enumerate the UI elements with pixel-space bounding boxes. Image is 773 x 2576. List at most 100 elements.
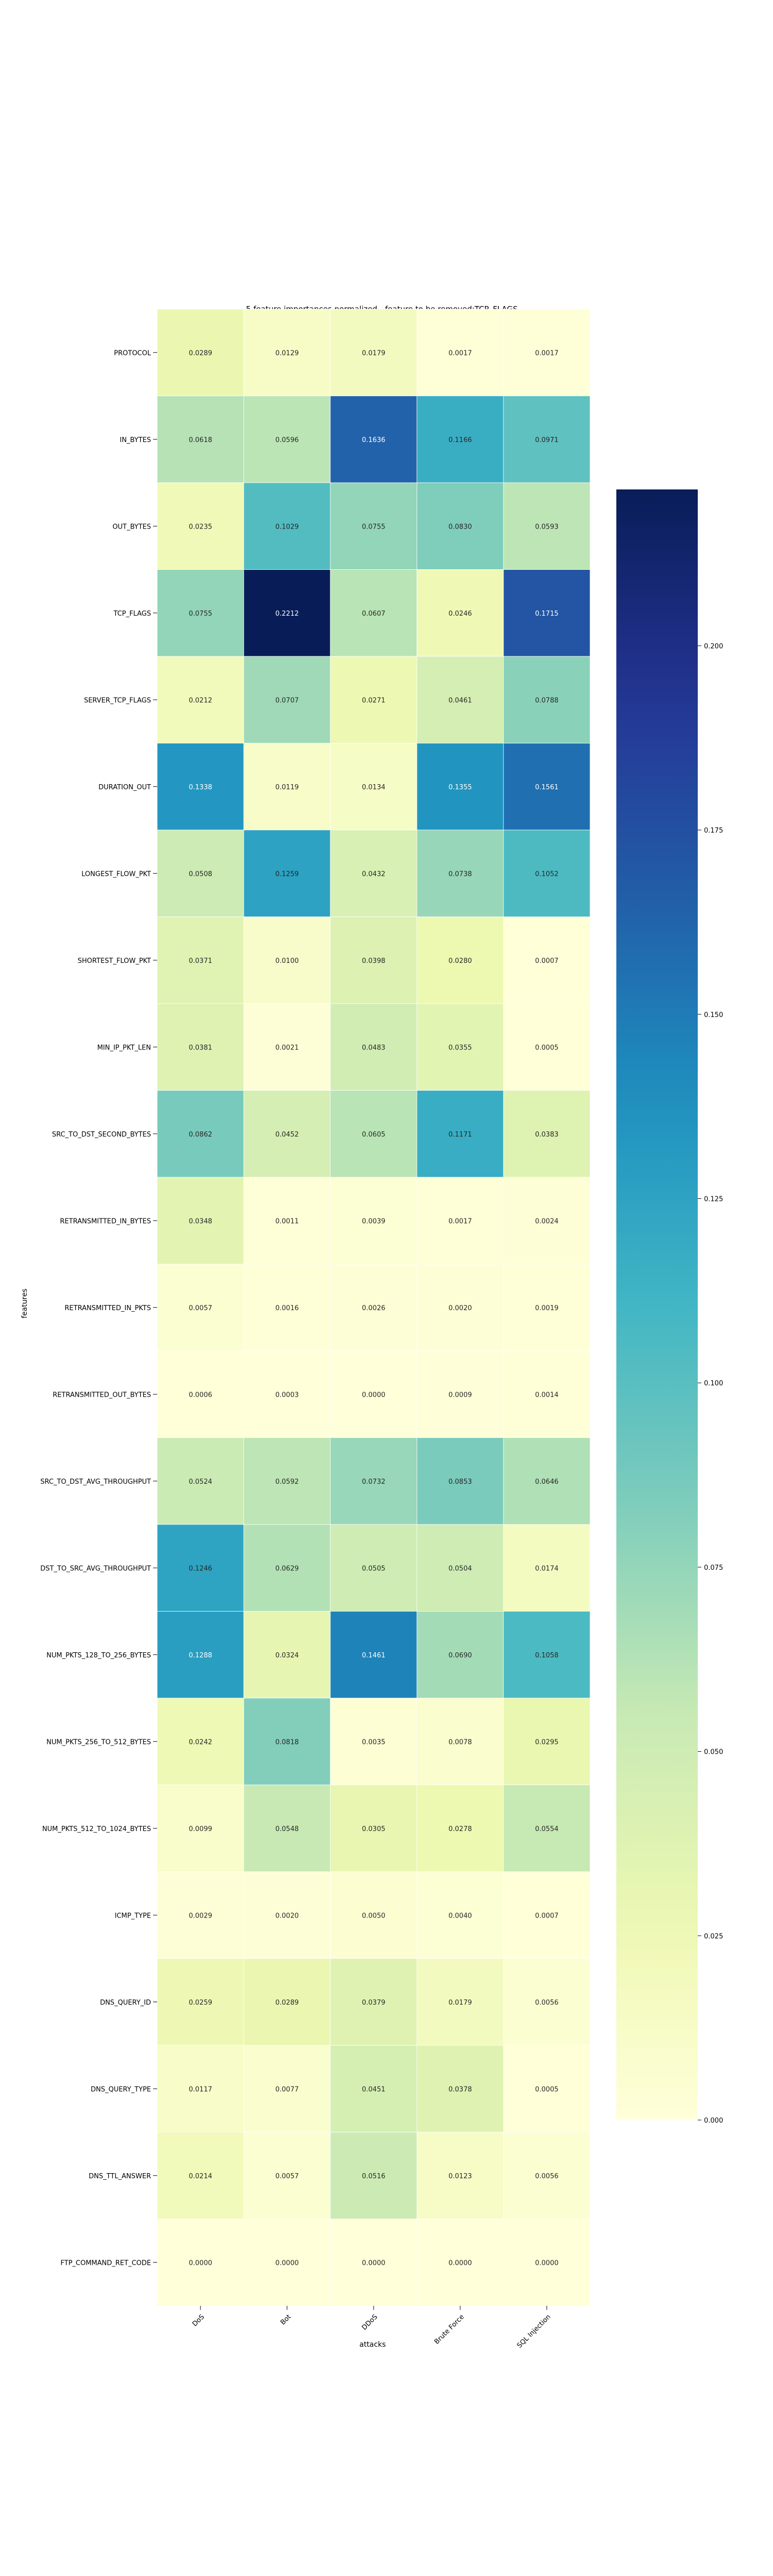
cell-value-label: 0.0289 <box>189 349 212 357</box>
cell-value-label: 0.0381 <box>189 1044 212 1052</box>
cell-value-label: 0.0732 <box>362 1478 385 1486</box>
heatmap-cell <box>416 1871 504 1959</box>
row-label: DNS_TTL_ANSWER <box>89 2173 151 2180</box>
cell-value-label: 0.0646 <box>535 1478 559 1486</box>
cell-value-label: 0.0593 <box>535 523 559 531</box>
heatmap-cell <box>416 1350 504 1438</box>
heatmap-cell <box>157 917 244 1004</box>
x-axis-label: attacks <box>359 2341 385 2349</box>
heatmap-cell <box>157 2218 244 2306</box>
cell-value-label: 0.0029 <box>189 1912 212 1920</box>
heatmap-cell <box>243 1958 331 2046</box>
cell-value-label: 0.0295 <box>535 1738 559 1746</box>
cell-value-label: 0.0607 <box>362 610 385 618</box>
row-label: RETRANSMITTED_IN_BYTES <box>60 1217 151 1225</box>
cell-value-label: 0.0005 <box>535 2086 559 2093</box>
row-label: NUM_PKTS_512_TO_1024_BYTES <box>42 1825 151 1833</box>
cell-value-label: 0.0629 <box>275 1565 299 1572</box>
column-label: SQL Injection <box>516 2313 552 2350</box>
cell-value-label: 0.0690 <box>448 1652 472 1659</box>
heatmap-cell <box>330 917 417 1004</box>
cell-value-label: 0.0174 <box>535 1565 559 1572</box>
cell-value-label: 0.0214 <box>189 2173 212 2180</box>
row-label: DNS_QUERY_ID <box>100 1999 151 2007</box>
heatmap-cell <box>243 1611 331 1699</box>
colorbar-tick-label: 0.200 <box>704 642 723 650</box>
heatmap-cell <box>330 396 417 483</box>
heatmap-cell <box>330 1611 417 1699</box>
cell-value-label: 0.0020 <box>448 1304 472 1312</box>
heatmap-cell <box>243 1177 331 1264</box>
cell-value-label: 0.0212 <box>189 697 212 704</box>
heatmap-cell <box>243 1003 331 1091</box>
heatmap-cell <box>330 1785 417 1872</box>
heatmap-cell <box>157 1264 244 1351</box>
cell-value-label: 0.0014 <box>535 1391 559 1399</box>
heatmap-cell <box>503 656 591 743</box>
cell-value-label: 0.0324 <box>275 1652 299 1659</box>
cell-value-label: 0.1166 <box>448 436 472 444</box>
cell-value-label: 0.0524 <box>189 1478 212 1486</box>
heatmap-cell <box>503 1090 591 1178</box>
cell-value-label: 0.0056 <box>535 2173 559 2180</box>
heatmap-cell <box>243 1785 331 1872</box>
cell-value-label: 0.0235 <box>189 523 212 531</box>
heatmap-cell <box>416 1003 504 1091</box>
cell-value-label: 0.0000 <box>362 1391 385 1399</box>
row-label: NUM_PKTS_256_TO_512_BYTES <box>46 1738 151 1746</box>
cell-value-label: 0.1636 <box>362 436 385 444</box>
cell-value-label: 0.0057 <box>275 2173 299 2180</box>
row-label: SHORTEST_FLOW_PKT <box>78 957 151 965</box>
heatmap-cell <box>243 396 331 483</box>
cell-value-label: 0.1058 <box>535 1652 559 1659</box>
column-label: DoS <box>191 2313 206 2328</box>
heatmap-cell <box>503 2045 591 2132</box>
cell-value-label: 0.1288 <box>189 1652 212 1659</box>
cell-value-label: 0.1461 <box>362 1652 385 1659</box>
cell-value-label: 0.0000 <box>275 2259 299 2267</box>
heatmap-cell <box>243 1350 331 1438</box>
heatmap-cell <box>157 1350 244 1438</box>
cell-value-label: 0.0011 <box>275 1217 299 1225</box>
heatmap-cell <box>503 1785 591 1872</box>
cell-value-label: 0.0592 <box>275 1478 299 1486</box>
heatmap-cell <box>330 1437 417 1525</box>
cell-value-label: 0.0461 <box>448 697 472 704</box>
cell-value-label: 0.0707 <box>275 697 299 704</box>
heatmap-cell <box>330 743 417 831</box>
heatmap-cell <box>243 829 331 917</box>
cell-value-label: 0.0000 <box>362 2259 385 2267</box>
heatmap-cell <box>416 743 504 831</box>
heatmap-cell <box>503 1264 591 1351</box>
row-label: DST_TO_SRC_AVG_THROUGHPUT <box>40 1565 151 1572</box>
cell-value-label: 0.0100 <box>275 957 299 965</box>
cell-value-label: 0.0618 <box>189 436 212 444</box>
heatmap-cell <box>330 1958 417 2046</box>
heatmap-cell <box>330 2045 417 2132</box>
colorbar-tick-label: 0.075 <box>704 1564 723 1572</box>
heatmap-cell <box>243 1524 331 1612</box>
cell-value-label: 0.1355 <box>448 784 472 791</box>
heatmap-cell <box>157 1524 244 1612</box>
cell-value-label: 0.0009 <box>448 1391 472 1399</box>
cell-value-label: 0.0508 <box>189 870 212 878</box>
cell-value-label: 0.0596 <box>275 436 299 444</box>
heatmap-cell <box>503 2218 591 2306</box>
heatmap-cell <box>243 1437 331 1525</box>
heatmap-cell <box>243 1698 331 1785</box>
row-label: DNS_QUERY_TYPE <box>91 2086 151 2093</box>
cell-value-label: 0.0040 <box>448 1912 472 1920</box>
cell-value-label: 0.0007 <box>535 1912 559 1920</box>
heatmap-cell <box>330 2132 417 2219</box>
cell-value-label: 0.0005 <box>535 1044 559 1052</box>
heatmap-cell <box>243 656 331 743</box>
cell-value-label: 0.0605 <box>362 1131 385 1139</box>
cell-value-label: 0.0383 <box>535 1131 559 1139</box>
heatmap-cell <box>416 1785 504 1872</box>
heatmap-cell <box>157 1785 244 1872</box>
heatmap-cell <box>503 1698 591 1785</box>
heatmap-cell <box>330 656 417 743</box>
column-label: Brute Force <box>433 2313 466 2346</box>
cell-value-label: 0.0007 <box>535 957 559 965</box>
cell-value-label: 0.0000 <box>535 2259 559 2267</box>
